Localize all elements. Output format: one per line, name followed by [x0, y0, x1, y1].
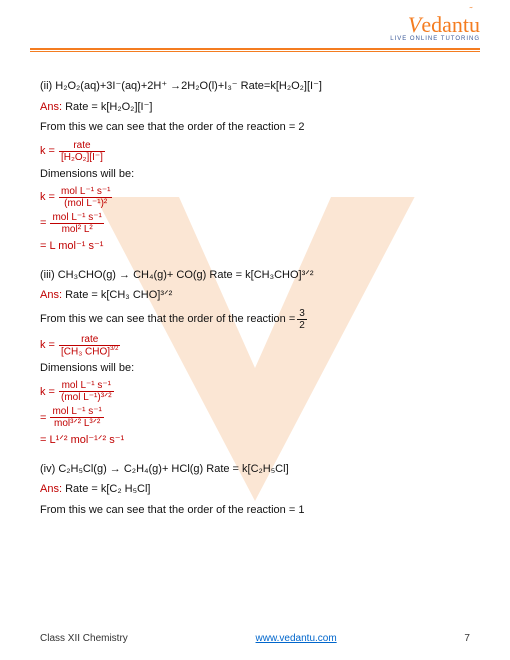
- result-ii: = L mol⁻¹ s⁻¹: [40, 238, 470, 255]
- question-ii: (ii) H₂O₂(aq)+3I⁻(aq)+2H⁺ →2H₂O(l)+I₃⁻ R…: [40, 78, 470, 95]
- footer-page: 7: [464, 633, 470, 644]
- dim2-ii: = mol L⁻¹ s⁻¹mol² L²: [40, 212, 470, 235]
- dim1-iii: k = mol L⁻¹ s⁻¹(mol L⁻¹)³ᐟ²: [40, 380, 470, 403]
- dim-label-iii: Dimensions will be:: [40, 360, 470, 377]
- order-iv: From this we can see that the order of t…: [40, 502, 470, 519]
- answer-iv: Ans: Rate = k[C₂ H₅Cl]: [40, 481, 470, 498]
- footer-link[interactable]: www.vedantu.com: [256, 633, 337, 644]
- header: VVedantuedantu͂ LIVE ONLINE TUTORING: [390, 12, 480, 42]
- dim-label-ii: Dimensions will be:: [40, 166, 470, 183]
- order-iii: From this we can see that the order of t…: [40, 308, 470, 331]
- page-content: (ii) H₂O₂(aq)+3I⁻(aq)+2H⁺ →2H₂O(l)+I₃⁻ R…: [40, 78, 470, 610]
- result-iii: = L¹ᐟ² mol⁻¹ᐟ² s⁻¹: [40, 432, 470, 449]
- header-divider: [30, 48, 480, 50]
- brand-tagline: LIVE ONLINE TUTORING: [390, 36, 480, 42]
- dim2-iii: = mol L⁻¹ s⁻¹mol³ᐟ² L³ᐟ²: [40, 406, 470, 429]
- question-iv: (iv) C₂H₅Cl(g) → C₂H₄(g)+ HCl(g) Rate = …: [40, 461, 470, 478]
- dim1-ii: k = mol L⁻¹ s⁻¹(mol L⁻¹)²: [40, 186, 470, 209]
- answer-iii: Ans: Rate = k[CH₃ CHO]³ᐟ²: [40, 287, 470, 304]
- answer-ii: Ans: Rate = k[H₂O₂][I⁻]: [40, 99, 470, 116]
- section-iii: (iii) CH₃CHO(g) → CH₄(g)+ CO(g) Rate = k…: [40, 267, 470, 449]
- question-iii: (iii) CH₃CHO(g) → CH₄(g)+ CO(g) Rate = k…: [40, 267, 470, 284]
- order-ii: From this we can see that the order of t…: [40, 119, 470, 136]
- brand-logo: VVedantuedantu͂: [390, 12, 480, 38]
- page-footer: Class XII Chemistry www.vedantu.com 7: [40, 633, 470, 644]
- k-rate-ii: k = rate[H₂O₂][I⁻]: [40, 140, 470, 163]
- footer-class: Class XII Chemistry: [40, 633, 128, 644]
- k-rate-iii: k = rate[CH₃ CHO]3/2: [40, 334, 470, 357]
- section-iv: (iv) C₂H₅Cl(g) → C₂H₄(g)+ HCl(g) Rate = …: [40, 461, 470, 519]
- section-ii: (ii) H₂O₂(aq)+3I⁻(aq)+2H⁺ →2H₂O(l)+I₃⁻ R…: [40, 78, 470, 255]
